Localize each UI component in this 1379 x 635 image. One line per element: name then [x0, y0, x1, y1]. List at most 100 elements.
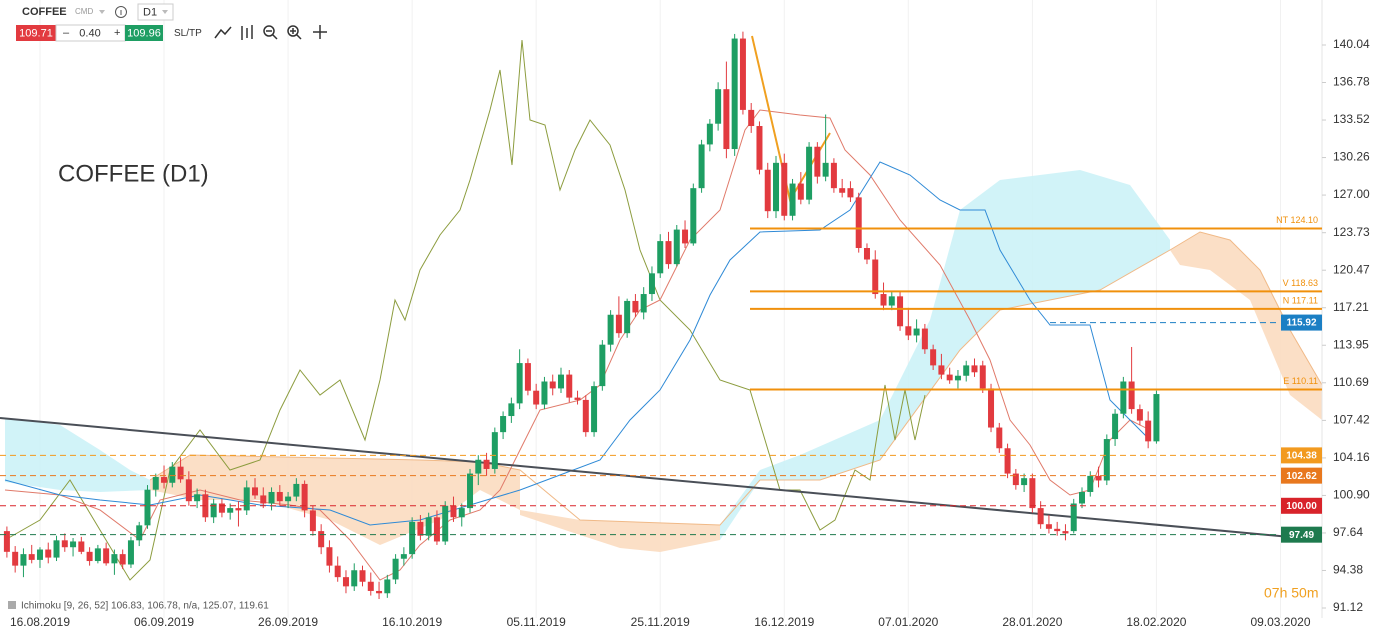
candle-body [1103, 439, 1110, 481]
candle-body [648, 273, 655, 295]
candle-body [905, 326, 912, 336]
x-tick-label: 07.01.2020 [878, 615, 938, 629]
line-chart-icon[interactable] [214, 26, 232, 39]
candle-body [433, 517, 440, 542]
candle-body [773, 162, 780, 212]
x-tick-label: 06.09.2019 [134, 615, 194, 629]
timeframe-box[interactable] [137, 3, 174, 21]
candle-body [723, 89, 730, 150]
candle-body [351, 570, 358, 587]
candle-body [467, 473, 474, 509]
sltp[interactable]: SL/TP [174, 28, 202, 39]
y-tick-label: 117.21 [1333, 300, 1369, 314]
zoom-in-icon[interactable] [287, 25, 302, 40]
zoom-out-icon[interactable] [263, 25, 278, 40]
candle-body [516, 363, 523, 404]
y-tick-label: 123.73 [1333, 225, 1370, 239]
candle-body [1054, 528, 1061, 532]
dropdown-arrow [162, 10, 168, 14]
candle-body [450, 505, 457, 518]
candle-body [1112, 413, 1119, 440]
candle-body [1145, 420, 1152, 442]
candle-body [409, 521, 416, 555]
candle-body [863, 248, 870, 260]
candle-body [28, 554, 35, 560]
candle-body [458, 508, 465, 518]
candle-body [293, 483, 300, 497]
candle-body [1095, 475, 1102, 481]
candle-body [94, 548, 101, 562]
candle-body [1153, 394, 1160, 442]
candle-body [53, 540, 60, 558]
candle-body [210, 503, 217, 518]
y-tick-label: 107.42 [1333, 413, 1370, 427]
candle-body [946, 374, 953, 381]
candle-body [276, 491, 283, 502]
candle-body [235, 508, 242, 511]
indicator-icon[interactable] [8, 601, 16, 609]
sell-button[interactable] [16, 25, 56, 41]
y-tick-label: 104.16 [1333, 450, 1370, 464]
candle-body [334, 565, 341, 578]
cloud [5, 418, 150, 492]
cloud [720, 170, 1170, 540]
candle-body [425, 517, 432, 536]
bar-countdown: 07h 50m [1264, 585, 1318, 601]
level-label: V 118.63 [1283, 278, 1318, 288]
y-tick-label: 91.12 [1333, 600, 1363, 614]
candle-body [690, 188, 697, 244]
candle-body [1004, 448, 1011, 474]
candle-body [673, 229, 680, 265]
minus[interactable]: – [63, 27, 70, 39]
plus[interactable]: + [114, 27, 120, 39]
candle-body [475, 459, 482, 474]
tenkan-line [4, 109, 1151, 581]
candle-body [252, 487, 258, 496]
candle-body [830, 162, 837, 189]
candle-body [3, 531, 10, 552]
timeframe: D1 [143, 6, 157, 18]
candle-body [243, 487, 250, 511]
cloud [520, 510, 720, 552]
price-tag-label: 102.62 [1286, 471, 1317, 482]
candle-body [1120, 381, 1127, 414]
candle-body [169, 466, 176, 483]
candle-body [897, 296, 904, 327]
candle-body [260, 495, 267, 504]
candle-icon[interactable] [241, 25, 253, 40]
candle-body [988, 388, 995, 428]
candle-body [392, 558, 399, 580]
candle-body [599, 344, 606, 387]
candle-body [1070, 503, 1077, 532]
price-tag-label: 115.92 [1286, 318, 1316, 329]
x-tick-label: 16.08.2019 [10, 615, 70, 629]
candle-body [1037, 508, 1044, 525]
x-tick-label: 05.11.2019 [507, 615, 566, 629]
candle-body [640, 294, 647, 313]
candle-body [400, 554, 407, 559]
candle-body [1128, 381, 1135, 410]
y-tick-label: 133.52 [1333, 112, 1370, 126]
candle-body [657, 241, 664, 274]
move-icon[interactable] [313, 25, 327, 39]
dropdown-arrow[interactable] [99, 10, 105, 14]
candle-body [1079, 491, 1085, 504]
candle-body [309, 510, 316, 532]
y-tick-label: 110.69 [1333, 375, 1369, 389]
candle-body [152, 477, 159, 490]
candle-body [161, 477, 168, 483]
price-tag [1281, 497, 1322, 514]
candle-body [500, 416, 507, 433]
info-icon[interactable] [115, 6, 127, 18]
x-tick-label: 09.03.2020 [1250, 615, 1310, 629]
candle-body [954, 375, 961, 381]
candle-body [1012, 473, 1019, 486]
candle-body [20, 554, 27, 566]
buy-button[interactable] [125, 25, 163, 41]
level-label: NT 124.10 [1276, 215, 1318, 225]
buy-price: 109.96 [127, 27, 161, 39]
candle-body [764, 169, 771, 212]
candle-body [888, 296, 895, 306]
candle-body [880, 294, 887, 306]
